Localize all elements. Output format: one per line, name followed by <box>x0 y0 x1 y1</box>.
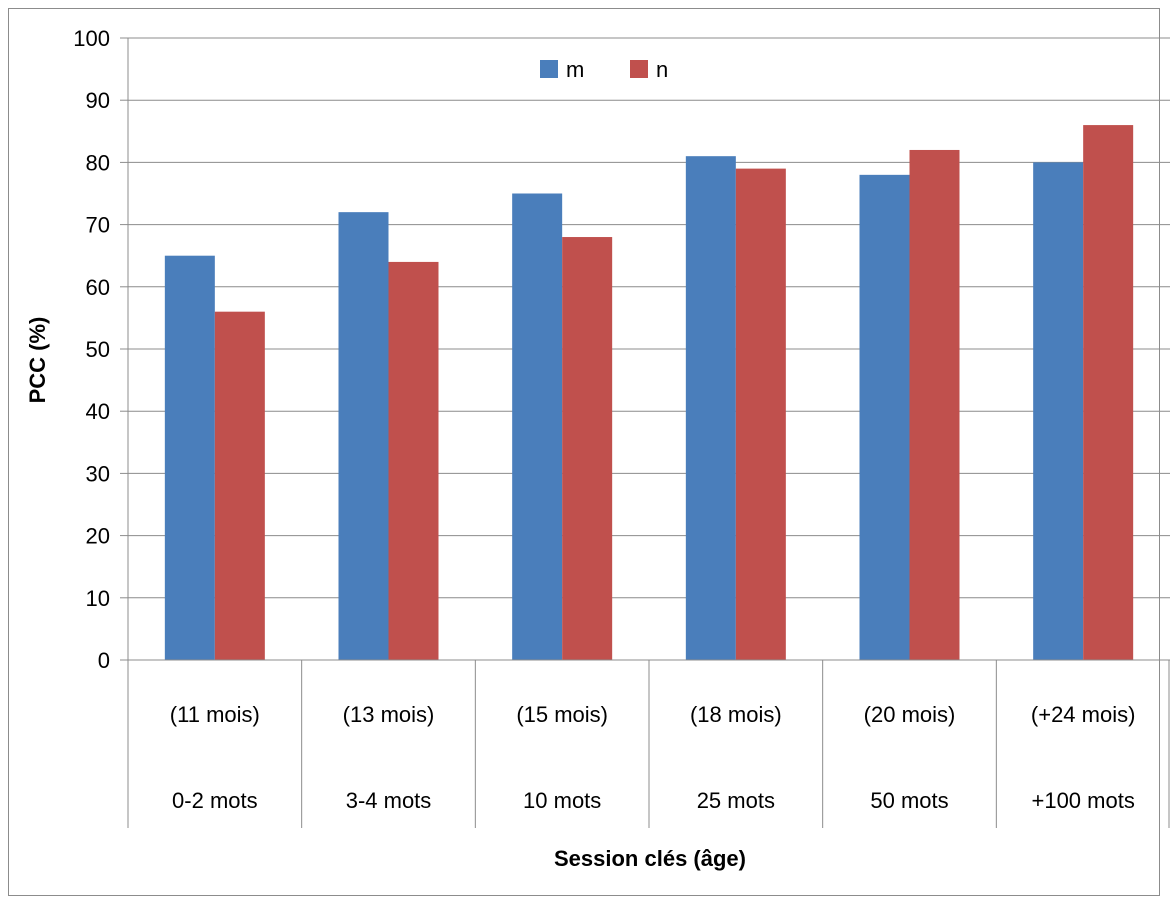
x-category-label-words: 0-2 mots <box>172 788 258 813</box>
y-tick-label: 10 <box>86 586 110 611</box>
bar-n <box>562 237 613 661</box>
bar-n <box>909 149 960 660</box>
legend-swatch-n <box>630 60 648 78</box>
bar-m <box>859 174 910 660</box>
y-tick-label: 0 <box>98 648 110 673</box>
x-axis: (11 mois) 0-2 mots (13 mois) 3-4 mots (15 mo… <box>127 659 1170 828</box>
x-category-label-words: +100 mots <box>1031 788 1134 813</box>
y-tick-label: 90 <box>86 88 110 113</box>
y-axis-title: PCC (%) <box>25 317 50 404</box>
y-tick-label: 20 <box>86 524 110 549</box>
x-category-label-age: (11 mois) <box>170 702 260 727</box>
y-tick-label: 80 <box>86 150 110 175</box>
x-category-label-words: 25 mots <box>697 788 775 813</box>
x-axis-title: Session clés (âge) <box>554 846 746 871</box>
y-tick-label: 70 <box>86 213 110 238</box>
legend-swatch-m <box>540 60 558 78</box>
x-category-label-words: 3-4 mots <box>346 788 432 813</box>
x-category-label-words: 50 mots <box>870 788 948 813</box>
y-tick-label: 60 <box>86 275 110 300</box>
bar-n <box>735 168 786 660</box>
y-tick-label: 40 <box>86 399 110 424</box>
bar-n <box>214 311 265 660</box>
bar-n <box>1083 125 1134 660</box>
bar-m <box>512 193 563 660</box>
y-axis-ticks: 0 10 20 30 40 50 60 70 80 90 100 <box>73 26 129 673</box>
bar-m <box>338 212 389 660</box>
y-tick-label: 50 <box>86 337 110 362</box>
x-category-label-words: 10 mots <box>523 788 601 813</box>
legend-label-m: m <box>566 57 584 82</box>
x-category-label-age: (20 mois) <box>864 702 956 727</box>
bar-n <box>388 261 439 660</box>
bar-m <box>164 255 215 660</box>
x-category-label-age: (+24 mois) <box>1031 702 1136 727</box>
y-tick-label: 30 <box>86 461 110 486</box>
x-category-label-age: (13 mois) <box>343 702 435 727</box>
bar-m <box>685 156 736 660</box>
x-category-label-age: (18 mois) <box>690 702 782 727</box>
bar-m <box>1033 162 1084 660</box>
bars <box>164 125 1134 661</box>
x-category-label-age: (15 mois) <box>516 702 608 727</box>
y-tick-label: 100 <box>73 26 110 51</box>
legend-label-n: n <box>656 57 668 82</box>
gridlines <box>128 37 1170 599</box>
